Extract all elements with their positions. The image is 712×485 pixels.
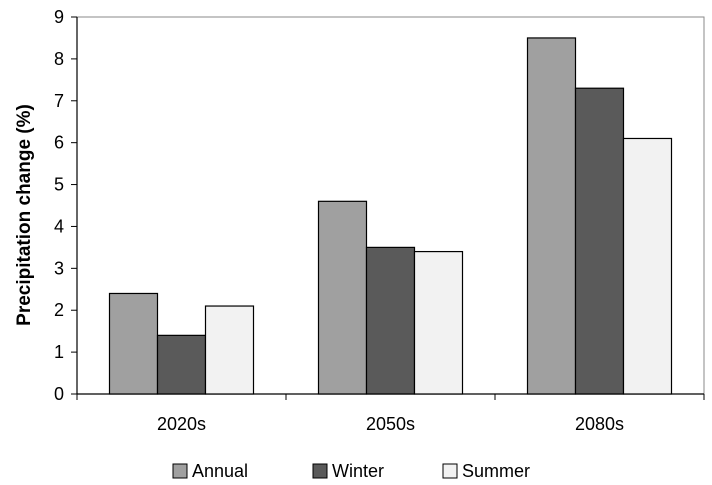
bar-summer-2020s bbox=[204, 305, 255, 395]
y-tick-label: 4 bbox=[54, 216, 64, 236]
y-tick-label: 1 bbox=[54, 342, 64, 362]
bar-annual-2050s bbox=[317, 200, 368, 395]
legend-label-annual: Annual bbox=[192, 461, 248, 481]
legend-label-winter: Winter bbox=[332, 461, 384, 481]
legend-swatch-annual bbox=[172, 463, 188, 479]
y-tick-label: 2 bbox=[54, 300, 64, 320]
legend: Annual Winter Summer bbox=[172, 461, 530, 481]
x-tick-label: 2050s bbox=[366, 414, 415, 434]
x-axis-ticks: 2020s 2050s 2080s bbox=[76, 394, 705, 434]
y-axis-ticks: 0 1 2 3 4 5 6 7 8 9 bbox=[54, 7, 77, 404]
y-tick-label: 6 bbox=[54, 133, 64, 153]
bar-winter-2050s bbox=[365, 246, 416, 395]
bar-winter-2080s bbox=[574, 87, 625, 395]
legend-swatch-summer bbox=[442, 463, 458, 479]
y-tick-label: 3 bbox=[54, 258, 64, 278]
bar-annual-2080s bbox=[526, 37, 577, 395]
bar-summer-2050s bbox=[413, 250, 464, 395]
y-tick-label: 7 bbox=[54, 91, 64, 111]
bar-winter-2020s bbox=[156, 334, 207, 395]
x-tick-label: 2080s bbox=[575, 414, 624, 434]
legend-label-summer: Summer bbox=[462, 461, 530, 481]
y-tick-label: 9 bbox=[54, 7, 64, 27]
y-axis-title: Precipitation change (%) bbox=[14, 104, 35, 326]
bars bbox=[108, 37, 673, 395]
y-tick-label: 5 bbox=[54, 175, 64, 195]
y-tick-label: 8 bbox=[54, 49, 64, 69]
x-tick-label: 2020s bbox=[157, 414, 206, 434]
y-tick-label: 0 bbox=[54, 384, 64, 404]
legend-swatch-winter bbox=[312, 463, 328, 479]
bar-annual-2020s bbox=[108, 292, 159, 395]
bar-summer-2080s bbox=[622, 137, 673, 395]
